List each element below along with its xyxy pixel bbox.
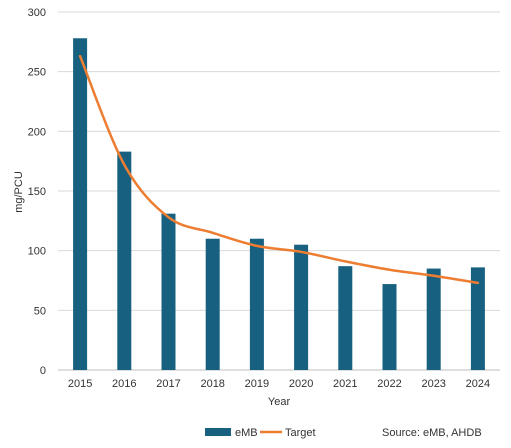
y-tick-label: 250	[28, 67, 46, 79]
x-axis-title: Year	[268, 396, 291, 408]
series-line-target	[78, 54, 480, 285]
y-axis-ticks: 0 50 100 150 200 250 300	[28, 7, 46, 377]
bar-emb	[73, 38, 88, 371]
bar-emb	[117, 151, 132, 370]
y-tick-label: 150	[28, 186, 46, 198]
y-tick-label: 300	[28, 7, 46, 19]
gridlines	[58, 11, 500, 371]
x-axis-ticks: 2015 2016 2017 2018 2019 2020 2021 2022 2023 2024	[68, 378, 490, 390]
x-tick-label: 2015	[68, 378, 92, 390]
bars-emb	[73, 38, 485, 371]
x-tick-label: 2023	[421, 378, 445, 390]
legend-label-target: Target	[285, 427, 316, 439]
x-tick-label: 2024	[466, 378, 490, 390]
x-tick-label: 2016	[112, 378, 136, 390]
y-tick-label: 50	[34, 305, 46, 317]
x-tick-label: 2022	[377, 378, 401, 390]
y-tick-label: 100	[28, 246, 46, 258]
bar-emb	[338, 266, 353, 370]
y-axis-title: mg/PCU	[13, 171, 25, 213]
x-tick-label: 2018	[200, 378, 224, 390]
bar-emb	[382, 284, 397, 370]
legend-swatch-emb	[205, 428, 231, 436]
legend-label-emb: eMB	[235, 427, 258, 439]
x-tick-label: 2020	[289, 378, 313, 390]
x-tick-label: 2017	[156, 378, 180, 390]
bar-emb	[249, 238, 264, 370]
bar-emb	[205, 238, 220, 370]
bar-emb	[161, 213, 176, 370]
bar-emb	[426, 268, 441, 370]
source-note: Source: eMB, AHDB	[382, 427, 482, 439]
bar-emb	[294, 244, 309, 370]
legend: eMB Target	[205, 427, 316, 439]
line-target	[78, 54, 480, 285]
y-tick-label: 200	[28, 126, 46, 138]
bar-emb	[470, 267, 485, 370]
x-tick-label: 2021	[333, 378, 357, 390]
y-tick-label: 0	[40, 365, 46, 377]
x-tick-label: 2019	[245, 378, 269, 390]
